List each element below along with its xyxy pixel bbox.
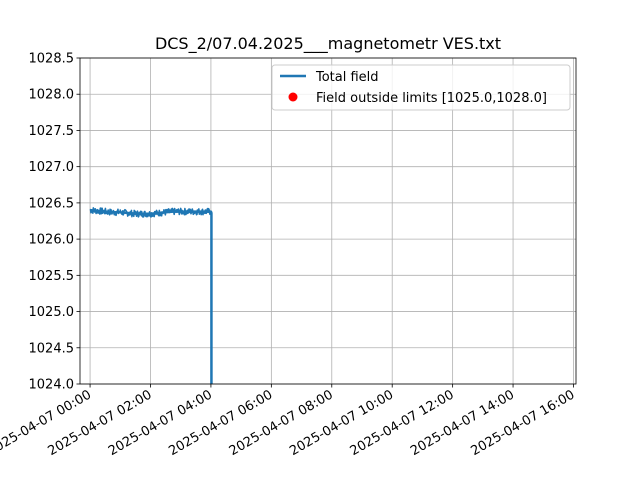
y-tick-label: 1027.5 [29, 124, 75, 139]
axes-frame [79, 57, 577, 385]
y-tick-label: 1025.5 [29, 269, 75, 284]
x-tick-label: 2025-04-07 02:00 [46, 387, 155, 459]
x-tick-label: 2025-04-07 12:00 [348, 387, 457, 459]
y-tick-label: 1024.5 [29, 341, 75, 356]
y-tick-label: 1026.0 [29, 233, 75, 248]
y-tick-label: 1028.5 [29, 52, 75, 67]
y-tick-label: 1024.0 [29, 378, 75, 393]
legend-box [271, 64, 571, 111]
y-tick-label: 1026.5 [29, 196, 75, 211]
y-tick-label: 1028.0 [29, 88, 75, 103]
x-tick-label: 2025-04-07 08:00 [227, 387, 336, 459]
plot-area [89, 207, 213, 384]
legend-dot-swatch [288, 92, 298, 102]
y-tick-label: 1027.0 [29, 160, 75, 175]
chart-title: DCS_2/07.04.2025___magnetometr VES.txt [155, 34, 501, 54]
legend-label-total-field: Total field [315, 70, 379, 85]
x-tick-label: 2025-04-07 14:00 [408, 387, 517, 459]
series-line-total-field [89, 208, 213, 384]
legend-label-outside-limits: Field outside limits [1025.0,1028.0] [316, 91, 547, 106]
y-axis: 1024.0 1024.5 1025.0 1025.5 1026.0 1026.5 1027… [29, 52, 80, 393]
y-tick-label: 1025.0 [29, 305, 75, 320]
x-tick-label: 2025-04-07 16:00 [469, 387, 578, 459]
x-tick-label: 2025-04-07 04:00 [106, 387, 215, 459]
x-tick-label: 2025-04-07 10:00 [287, 387, 396, 459]
x-tick-label: 2025-04-07 06:00 [166, 387, 275, 459]
legend: Total field Field outside limits [1025.0… [271, 64, 571, 111]
